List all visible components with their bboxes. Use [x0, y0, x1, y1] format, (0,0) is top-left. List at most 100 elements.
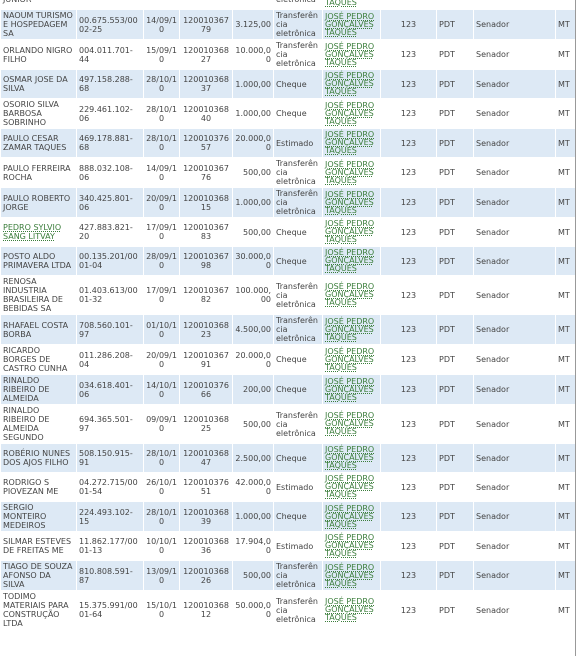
- payment-type: Estimado: [273, 531, 323, 561]
- candidate-link[interactable]: JOSÉ PEDRO GONÇALVES TAQUES: [322, 39, 381, 70]
- state: MT: [555, 217, 575, 247]
- candidate-link[interactable]: JOSÉ PEDRO GONÇALVES TAQUES: [322, 9, 381, 40]
- donor-name: SERGIO MONTEIRO MEDEIROS: [0, 501, 77, 532]
- candidate-number: 123: [380, 128, 437, 158]
- donor-name: RICARDO BORGES DE CASTRO CUNHA: [0, 344, 77, 375]
- candidate-number: 123: [380, 404, 437, 444]
- office: Senador: [473, 128, 556, 158]
- state: MT: [555, 0, 575, 10]
- office: Senador: [473, 69, 556, 99]
- donor-id: [76, 0, 144, 10]
- amount: 17.904,00: [232, 531, 274, 561]
- date: 28/10/10: [143, 98, 180, 129]
- state: MT: [555, 128, 575, 158]
- state: MT: [555, 560, 575, 591]
- document-number: 12001036826: [179, 560, 233, 591]
- office: Senador: [473, 0, 556, 10]
- donor-id: 469.178.881-68: [76, 128, 144, 158]
- candidate-link[interactable]: JOSÉ PEDRO GONÇALVES TAQUES: [322, 590, 381, 630]
- document-number: 16: [179, 0, 233, 10]
- candidate-link[interactable]: JOSÉ PEDRO GONÇALVES TAQUES: [322, 275, 381, 315]
- state: MT: [555, 9, 575, 40]
- table-row: RINALDO RIBEIRO DE ALMEIDA 034.618.401-06…: [0, 374, 575, 405]
- donor-id: 04.272.715/0001-54: [76, 472, 144, 502]
- candidate-number: 123: [380, 39, 437, 70]
- candidate-number: 123: [380, 0, 437, 10]
- party: PDT: [436, 217, 474, 247]
- amount: 500,00: [232, 217, 274, 247]
- party: PDT: [436, 344, 474, 375]
- candidate-number: 123: [380, 217, 437, 247]
- candidate-link[interactable]: JOSÉ PEDRO GONÇALVES TAQUES: [322, 128, 381, 158]
- table-row: TIAGO DE SOUZA AFONSO DA SILVA 810.808.59…: [0, 560, 575, 591]
- donor-id: 004.011.701-44: [76, 39, 144, 70]
- candidate-number: 123: [380, 531, 437, 561]
- candidate-link[interactable]: JOSÉ PEDRO GONÇALVES TAQUES: [322, 531, 381, 561]
- party: PDT: [436, 98, 474, 129]
- donor-id: 15.375.991/0001-64: [76, 590, 144, 630]
- candidate-number: 123: [380, 314, 437, 345]
- candidate-link[interactable]: JOSÉ PEDRO GONÇALVES TAQUES: [322, 443, 381, 473]
- donor-id: 810.808.591-87: [76, 560, 144, 591]
- table-row: RICARDO BORGES DE CASTRO CUNHA 011.286.20…: [0, 344, 575, 375]
- candidate-link[interactable]: JOSÉ PEDRO GONÇALVES TAQUES: [322, 472, 381, 502]
- state: MT: [555, 344, 575, 375]
- donor-name: SILMAR ESTEVES DE FREITAS ME: [0, 531, 77, 561]
- amount: 200,00: [232, 374, 274, 405]
- document-number: 12001036782: [179, 275, 233, 315]
- candidate-number: 123: [380, 246, 437, 276]
- amount: 20.000,00: [232, 344, 274, 375]
- candidate-number: 123: [380, 560, 437, 591]
- payment-type: Transferência eletrônica: [273, 187, 323, 218]
- candidate-link[interactable]: JOSÉ PEDRO GONÇALVES TAQUES: [322, 344, 381, 375]
- date: 01/10/10: [143, 314, 180, 345]
- amount: 20.000,00: [232, 128, 274, 158]
- donor-id: 427.883.821-20: [76, 217, 144, 247]
- office: Senador: [473, 374, 556, 405]
- table-row: PAULO ROBERTO JORGE 340.425.801-06 20/09/1…: [0, 187, 575, 218]
- payment-type: Transferência eletrônica: [273, 560, 323, 591]
- candidate-link[interactable]: JOSÉ PEDRO GONÇALVES TAQUES: [322, 187, 381, 218]
- date: 17/09/10: [143, 217, 180, 247]
- donor-id: 11.862.177/0001-13: [76, 531, 144, 561]
- table-row: OSMAR JOSE DA SILVA 497.158.288-68 28/10/1…: [0, 69, 575, 99]
- document-number: 12001036783: [179, 217, 233, 247]
- table-row: POSTO ALDO PRIMAVERA LTDA 00.135.201/0001…: [0, 246, 575, 276]
- payment-type: Cheque: [273, 246, 323, 276]
- document-number: 12001036776: [179, 157, 233, 188]
- candidate-link[interactable]: JOSÉ PEDRO GONÇALVES TAQUES: [322, 314, 381, 345]
- date: 28/10/10: [143, 128, 180, 158]
- party: PDT: [436, 157, 474, 188]
- donor-name[interactable]: PEDRO SYLVIO SANG LITVAY: [0, 217, 77, 247]
- candidate-link[interactable]: JOSÉ PEDRO GONÇALVES TAQUES: [322, 560, 381, 591]
- amount: 50.000,00: [232, 590, 274, 630]
- candidate-link[interactable]: JOSÉ PEDRO GONÇALVES TAQUES: [322, 374, 381, 405]
- table-row: PAULO FERREIRA ROCHA 888.032.108-06 14/09/…: [0, 157, 575, 188]
- candidate-link[interactable]: JOSÉ PEDRO GONÇALVES TAQUES: [322, 404, 381, 444]
- amount: [232, 0, 274, 10]
- office: Senador: [473, 443, 556, 473]
- payment-type: ia eletrônica: [273, 0, 323, 10]
- candidate-link[interactable]: JOSÉ PEDRO GONÇALVES TAQUES: [322, 157, 381, 188]
- candidate-link[interactable]: JOSÉ PEDRO GONÇALVES TAQUES: [322, 0, 381, 10]
- party: PDT: [436, 275, 474, 315]
- candidate-link[interactable]: JOSÉ PEDRO GONÇALVES TAQUES: [322, 98, 381, 129]
- party: PDT: [436, 246, 474, 276]
- donor-name: RODRIGO S PIOVEZAN ME: [0, 472, 77, 502]
- party: PDT: [436, 69, 474, 99]
- payment-type: Estimado: [273, 128, 323, 158]
- date: 20/09/10: [143, 187, 180, 218]
- office: Senador: [473, 275, 556, 315]
- candidate-link[interactable]: JOSÉ PEDRO GONÇALVES TAQUES: [322, 217, 381, 247]
- table-row: ORLANDO NIGRO FILHO 004.011.701-44 15/09/1…: [0, 39, 575, 70]
- donor-id: 034.618.401-06: [76, 374, 144, 405]
- candidate-link[interactable]: JOSÉ PEDRO GONÇALVES TAQUES: [322, 246, 381, 276]
- candidate-link[interactable]: JOSÉ PEDRO GONÇALVES TAQUES: [322, 69, 381, 99]
- donor-id: 497.158.288-68: [76, 69, 144, 99]
- office: Senador: [473, 39, 556, 70]
- table-row: RHAFAEL COSTA BORBA 708.560.101-97 01/10/1…: [0, 314, 575, 345]
- donor-id: 694.365.501-97: [76, 404, 144, 444]
- candidate-link[interactable]: JOSÉ PEDRO GONÇALVES TAQUES: [322, 501, 381, 532]
- payment-type: Transferência eletrônica: [273, 275, 323, 315]
- office: Senador: [473, 246, 556, 276]
